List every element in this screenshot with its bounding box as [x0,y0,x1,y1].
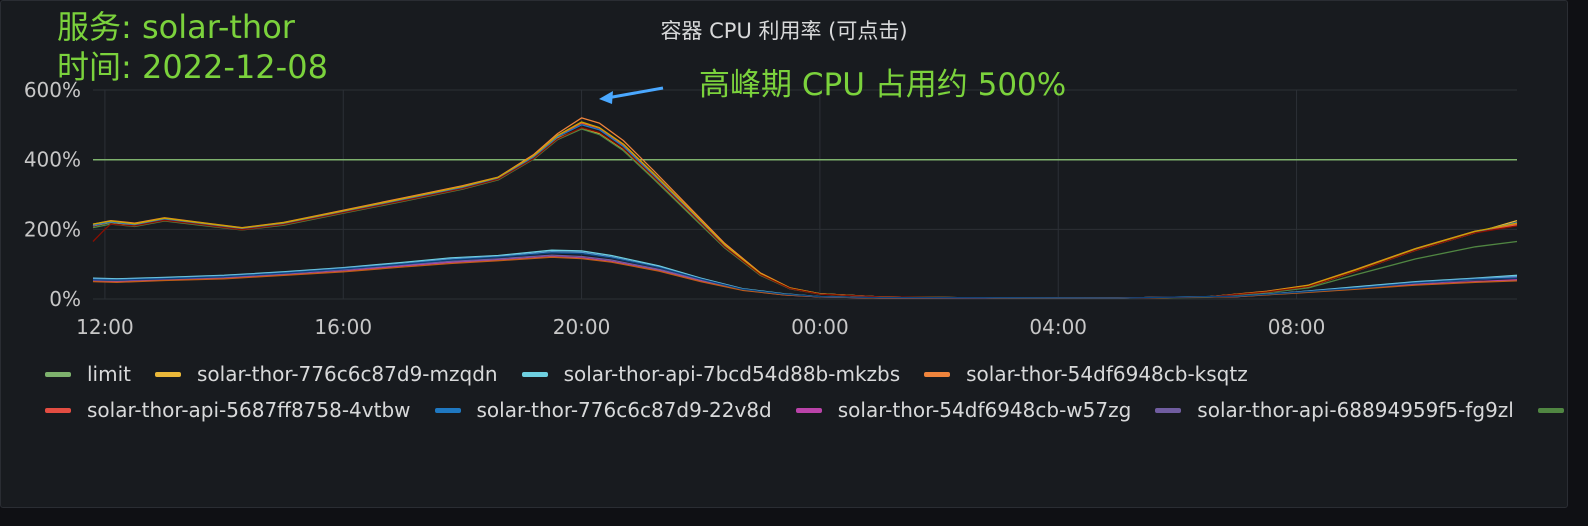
x-tick-label: 12:00 [76,315,134,339]
y-tick-label: 400% [24,148,81,172]
legend-swatch [45,407,71,413]
chart-title[interactable]: 容器 CPU 利用率 (可点击) [660,19,908,43]
series-line[interactable] [92,256,1518,299]
legend-label: solar-thor-776c6c87d9-22v8d [476,398,772,422]
x-tick-label: 20:00 [553,315,611,339]
legend-swatch [1537,407,1564,413]
legend-item[interactable]: solar-thor-776c6c87d9-mzqdn [151,362,498,386]
legend-item[interactable]: solar-thor-54df6948cb-ksqtz [920,362,1248,386]
legend-swatch [1155,407,1182,413]
legend-row: limit solar-thor-776c6c87d9-mzqdn solar-th… [41,356,1551,392]
chart-legend: limit solar-thor-776c6c87d9-mzqdn solar-th… [41,356,1564,428]
service-annotation: 服务: solar-thor [57,8,295,46]
y-tick-label: 200% [24,217,81,241]
legend-swatch [521,371,548,377]
series-line[interactable] [92,126,1518,299]
series-line[interactable] [92,252,1518,299]
legend-item[interactable]: solar-thor-54df6948cb-w57zg [792,398,1132,422]
legend-swatch [434,407,461,413]
peak-arrow-head [599,91,613,104]
legend-item[interactable]: solar-thor-api-5687ff8758-4vtbw [41,398,411,422]
legend-swatch [924,371,951,377]
x-tick-label: 04:00 [1029,315,1087,339]
peak-arrow [606,86,664,100]
legend-label: solar-thor-api-68894959f5-fg9zl [1197,398,1514,422]
legend-swatch [45,371,71,377]
cpu-usage-chart[interactable]: 0% 200% 400% 600% 12:00 16:00 20:00 00:00 04:00 0… [1,1,1567,507]
legend-label: limit [87,362,131,386]
y-tick-label: 0% [49,287,81,311]
legend-row: solar-thor-api-5687ff8758-4vtbw solar-tho… [41,392,1564,428]
x-tick-label: 00:00 [791,315,849,339]
peak-annotation: 高峰期 CPU 占用约 500% [699,67,1067,103]
legend-label: solar-thor-776c6c87d9-mzqdn [197,362,498,386]
legend-item[interactable]: solar-thor-776c6c87d9-22v8d [431,398,772,422]
date-annotation: 时间: 2022-12-08 [57,48,328,86]
legend-label: solar-thor-api-7bcd54d88b-mkzbs [563,362,901,386]
legend-item[interactable]: solar-thor-77f76fbbb4-wpqmp [1534,398,1567,422]
legend-item[interactable]: solar-thor-api-68894959f5-fg9zl [1151,398,1514,422]
legend-swatch [155,371,181,377]
x-tick-label: 16:00 [314,315,372,339]
legend-label: solar-thor-54df6948cb-w57zg [837,398,1132,422]
chart-panel: 容器 CPU 利用率 (可点击) 0% 200% 400% 600% 12:00 16:0… [0,0,1568,508]
x-tick-label: 08:00 [1268,315,1326,339]
y-tick-label: 600% [24,78,81,102]
legend-item[interactable]: limit [41,362,131,386]
legend-label: solar-thor-api-5687ff8758-4vtbw [87,398,411,422]
legend-swatch [795,407,822,413]
legend-label: solar-thor-54df6948cb-ksqtz [966,362,1248,386]
legend-item[interactable]: solar-thor-api-7bcd54d88b-mkzbs [518,362,901,386]
